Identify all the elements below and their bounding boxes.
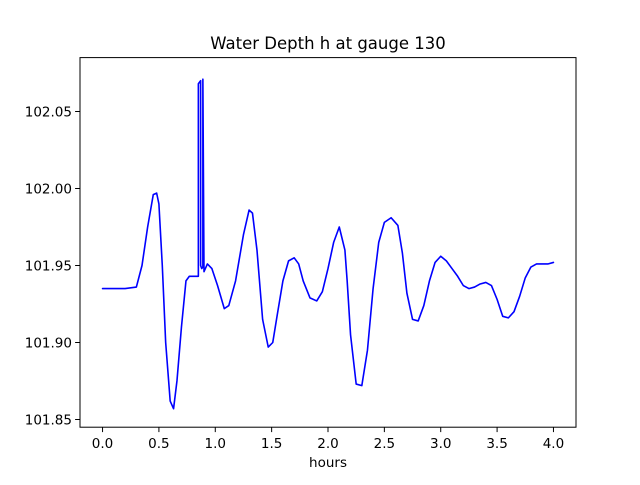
x-tick-label: 4.0 <box>543 436 564 452</box>
x-tick-label: 0.0 <box>92 436 113 452</box>
y-tick-label: 101.95 <box>25 259 72 275</box>
y-axis: 101.85 101.90 101.95 102.00 102.05 <box>25 105 80 429</box>
plot-area <box>101 78 555 410</box>
series-line <box>101 78 555 410</box>
y-tick-label: 101.90 <box>25 336 72 352</box>
x-axis-label: hours <box>309 455 347 471</box>
x-tick-label: 3.0 <box>430 436 451 452</box>
x-tick-label: 0.5 <box>148 436 169 452</box>
chart-title: Water Depth h at gauge 130 <box>210 34 445 53</box>
x-tick-label: 2.0 <box>317 436 338 452</box>
y-tick-label: 102.00 <box>25 182 72 198</box>
x-axis: 0.0 0.5 1.0 1.5 2.0 2.5 3.0 3.5 4.0 <box>92 427 564 452</box>
y-tick-label: 101.85 <box>25 413 72 429</box>
x-tick-label: 1.5 <box>261 436 282 452</box>
x-tick-label: 1.0 <box>205 436 226 452</box>
x-tick-label: 2.5 <box>374 436 395 452</box>
y-tick-label: 102.05 <box>25 105 72 121</box>
x-tick-label: 3.5 <box>486 436 507 452</box>
